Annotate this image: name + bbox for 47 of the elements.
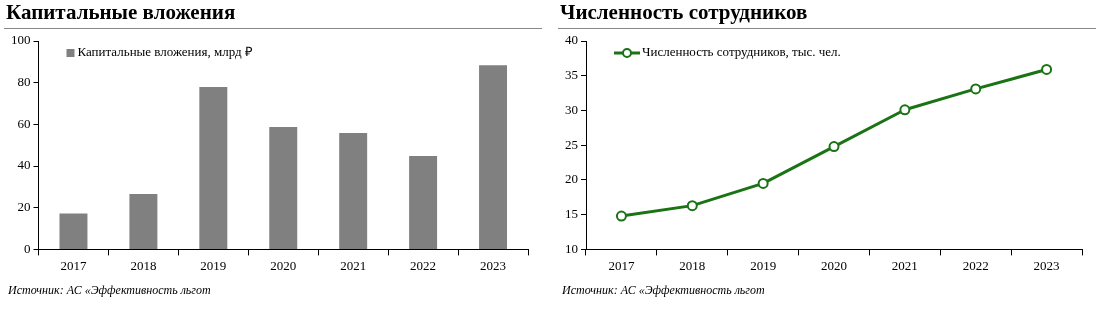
- bar: [479, 65, 508, 249]
- x-tick-label: 2018: [679, 257, 706, 273]
- y-tick-label: 35: [565, 67, 578, 83]
- y-tick-label: 15: [565, 206, 578, 222]
- x-tick-label: 2019: [750, 257, 777, 273]
- y-tick-label: 100: [11, 32, 31, 48]
- chart-title: Капитальные вложения: [4, 0, 542, 29]
- x-tick-label: 2017: [608, 257, 635, 273]
- bar: [269, 127, 298, 249]
- y-tick-label: 60: [17, 115, 31, 131]
- x-tick-label: 2017: [60, 257, 87, 273]
- x-tick-label: 2021: [340, 257, 367, 273]
- point: [615, 210, 627, 222]
- x-tick-label: 2020: [270, 257, 297, 273]
- y-tick-label: 40: [565, 32, 578, 48]
- x-tick-label: 2020: [821, 257, 847, 273]
- point: [970, 83, 982, 95]
- x-tick-label: 2018: [130, 257, 157, 273]
- bar: [339, 132, 368, 249]
- y-tick-label: 30: [565, 101, 578, 117]
- x-tick-label: 2022: [962, 257, 989, 273]
- x-tick-label: 2021: [891, 257, 918, 273]
- point: [686, 200, 698, 212]
- y-tick-label: 40: [17, 157, 31, 173]
- chart-title: Численность сотрудников: [558, 0, 1096, 29]
- text: Источник: АС «Эффективность льгот: [562, 283, 766, 298]
- bar: [59, 213, 88, 249]
- x-tick-label: 2019: [200, 257, 227, 273]
- bar: [129, 193, 158, 249]
- point: [828, 141, 840, 153]
- y-tick-label: 0: [24, 240, 31, 256]
- x-tick-label: 2022: [410, 257, 437, 273]
- x-tick-label: 2023: [1033, 257, 1060, 273]
- legend-label: Капитальные вложения, млрд ₽: [77, 44, 253, 60]
- y-tick-label: 25: [565, 136, 578, 152]
- y-tick-label: 20: [565, 171, 578, 187]
- text: Источник: АС «Эффективность льгот: [8, 283, 212, 298]
- legend-label: Численность сотрудников, тыс. чел.: [642, 44, 841, 60]
- point: [899, 104, 911, 116]
- y-tick-label: 80: [17, 74, 31, 90]
- y-tick-label: 10: [565, 240, 578, 256]
- bar: [199, 87, 228, 249]
- x-tick-label: 2023: [480, 257, 507, 273]
- bar: [409, 156, 438, 249]
- y-tick-label: 20: [17, 199, 31, 215]
- point: [757, 177, 769, 189]
- point: [1041, 63, 1053, 75]
